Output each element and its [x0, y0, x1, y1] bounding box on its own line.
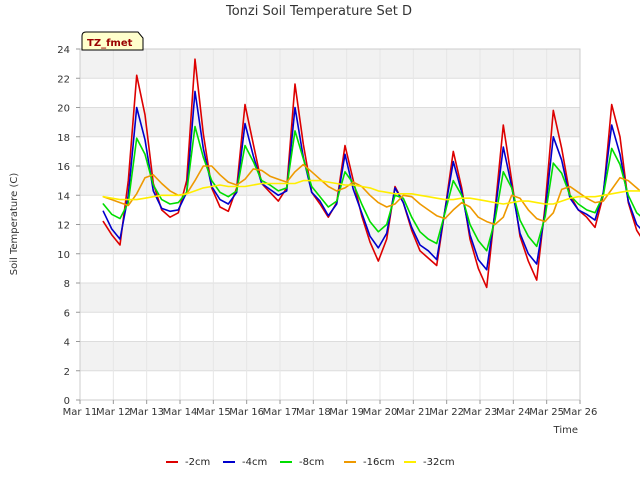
x-tick-label: Mar 16 — [229, 407, 264, 418]
plot-band — [80, 224, 580, 254]
legend-label: -2cm — [185, 457, 210, 468]
legend: -2cm -4cm -8cm -16cm -32cm — [166, 457, 455, 468]
plot-band — [80, 49, 580, 79]
series-line-2cmcm — [102, 58, 640, 289]
y-tick-label: 18 — [57, 133, 70, 144]
y-tick-label: 8 — [64, 279, 70, 290]
y-tick-label: 12 — [57, 221, 70, 232]
x-tick-label: Mar 17 — [263, 407, 298, 418]
y-tick-label: 24 — [57, 45, 70, 56]
legend-label: -8cm — [299, 457, 324, 468]
plot-band — [80, 107, 580, 137]
x-tick-label: Mar 19 — [329, 407, 364, 418]
x-tick-label: Mar 24 — [496, 407, 531, 418]
y-tick-label: 14 — [57, 191, 70, 202]
x-tick-label: Mar 18 — [296, 407, 331, 418]
chart-title: Tonzi Soil Temperature Set D — [225, 4, 412, 19]
y-tick-label: 4 — [64, 338, 70, 349]
plot-band — [80, 283, 580, 313]
y-tick-label: 10 — [57, 250, 70, 261]
site-label-box: TZ_fmet — [81, 31, 144, 51]
legend-label: -32cm — [423, 457, 455, 468]
x-tick-label: Mar 21 — [396, 407, 431, 418]
y-tick-label: 0 — [64, 396, 70, 407]
legend-label: -16cm — [363, 457, 395, 468]
x-tick-label: Mar 15 — [196, 407, 231, 418]
x-tick-label: Mar 25 — [529, 407, 564, 418]
x-tick-label: Mar 20 — [363, 407, 398, 418]
x-tick-label: Mar 12 — [96, 407, 131, 418]
x-tick-label: Mar 23 — [463, 407, 498, 418]
series-line-8cmcm — [102, 125, 640, 252]
series-line-16cmcm — [102, 163, 640, 226]
legend-label: -4cm — [242, 457, 267, 468]
x-axis-label: Time — [553, 425, 578, 436]
series-line-32cmcm — [102, 179, 640, 205]
y-tick-label: 6 — [64, 308, 70, 319]
plot-band — [80, 341, 580, 371]
x-tick-label: Mar 13 — [129, 407, 164, 418]
series-line-4cmcm — [102, 90, 640, 271]
x-tick-label: Mar 14 — [163, 407, 198, 418]
y-tick-label: 20 — [57, 104, 70, 115]
plot-bands — [80, 49, 580, 371]
x-tick-label: Mar 26 — [563, 407, 598, 418]
site-label-background — [81, 31, 144, 51]
y-tick-label: 22 — [57, 74, 70, 85]
y-tick-label: 2 — [64, 367, 70, 378]
x-tick-label: Mar 11 — [63, 407, 98, 418]
x-tick-label: Mar 22 — [429, 407, 464, 418]
site-label: TZ_fmet — [87, 38, 133, 49]
series-layer — [102, 58, 640, 289]
y-tick-label: 16 — [57, 162, 70, 173]
y-axis-label: Soil Temperature (C) — [9, 173, 20, 276]
